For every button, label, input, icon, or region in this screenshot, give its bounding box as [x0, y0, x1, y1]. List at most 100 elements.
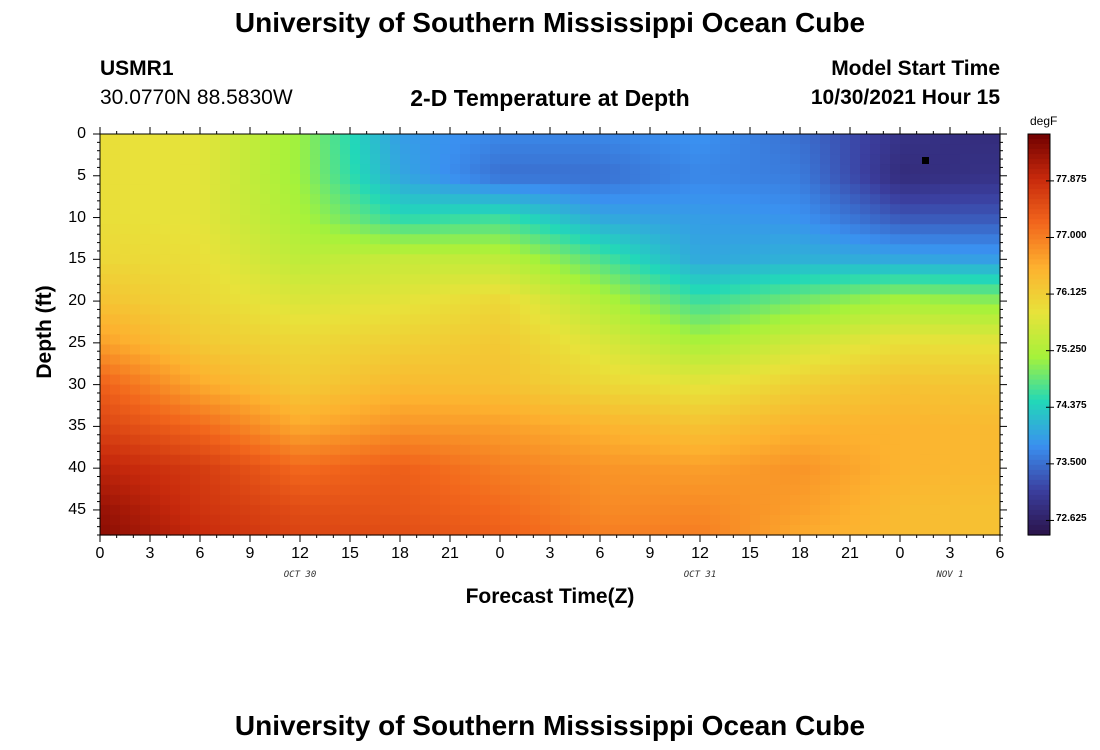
- heatmap-cell: [310, 314, 321, 326]
- heatmap-cell: [560, 494, 571, 506]
- heatmap-cell: [630, 414, 641, 426]
- heatmap-cell: [100, 404, 111, 416]
- heatmap-cell: [700, 284, 711, 296]
- heatmap-cell: [430, 214, 441, 225]
- heatmap-cell: [700, 274, 711, 285]
- heatmap-cell: [670, 474, 681, 486]
- heatmap-cell: [880, 454, 891, 466]
- colorbar-tick-label: 72.625: [1056, 513, 1087, 525]
- heatmap-cell: [230, 194, 241, 205]
- heatmap-cell: [810, 514, 821, 526]
- heatmap-cell: [810, 414, 821, 426]
- heatmap-cell: [880, 264, 891, 275]
- heatmap-cell: [530, 434, 541, 446]
- heatmap-cell: [370, 244, 381, 255]
- plot-title: 2-D Temperature at Depth: [410, 85, 690, 111]
- heatmap-cell: [400, 404, 411, 416]
- heatmap-cell: [760, 144, 771, 155]
- heatmap-cell: [190, 504, 201, 516]
- heatmap-cell: [960, 274, 971, 285]
- heatmap-cell: [340, 504, 351, 516]
- heatmap-cell: [770, 464, 781, 476]
- heatmap-cell: [730, 184, 741, 195]
- colorbar-segment: [1028, 144, 1050, 150]
- heatmap-cell: [380, 134, 391, 145]
- heatmap-cell: [900, 134, 911, 145]
- heatmap-cell: [360, 464, 371, 476]
- heatmap-cell: [150, 194, 161, 205]
- heatmap-cell: [680, 434, 691, 446]
- heatmap-cell: [640, 514, 651, 526]
- heatmap-cell: [250, 514, 261, 526]
- heatmap-cell: [570, 214, 581, 225]
- heatmap-cell: [320, 364, 331, 376]
- heatmap-cell: [220, 284, 231, 296]
- heatmap-cell: [890, 314, 901, 326]
- heatmap-cell: [650, 394, 661, 406]
- heatmap-cell: [480, 194, 491, 205]
- heatmap-cell: [580, 394, 591, 406]
- heatmap-cell: [610, 184, 621, 195]
- heatmap-cell: [880, 374, 891, 386]
- heatmap-cell: [810, 354, 821, 366]
- heatmap-cell: [190, 134, 201, 145]
- heatmap-cell: [320, 354, 331, 366]
- heatmap-cell: [930, 524, 941, 536]
- heatmap-cell: [340, 454, 351, 466]
- heatmap-cell: [370, 144, 381, 155]
- heatmap-cell: [960, 524, 971, 536]
- heatmap-cell: [540, 454, 551, 466]
- heatmap-cell: [260, 214, 271, 225]
- heatmap-cell: [800, 414, 811, 426]
- heatmap-cell: [700, 364, 711, 376]
- heatmap-cell: [300, 514, 311, 526]
- heatmap-cell: [730, 374, 741, 386]
- heatmap-cell: [220, 434, 231, 446]
- heatmap-cell: [990, 484, 1001, 496]
- heatmap-cell: [510, 224, 521, 235]
- heatmap-cell: [610, 224, 621, 235]
- heatmap-cell: [450, 494, 461, 506]
- heatmap-cell: [370, 444, 381, 456]
- heatmap-cell: [620, 254, 631, 265]
- heatmap-cell: [800, 234, 811, 245]
- heatmap-cell: [320, 454, 331, 466]
- heatmap-cell: [620, 354, 631, 366]
- heatmap-cell: [390, 474, 401, 486]
- heatmap-cell: [500, 444, 511, 456]
- heatmap-cell: [750, 364, 761, 376]
- heatmap-cell: [990, 134, 1001, 145]
- heatmap-cell: [530, 224, 541, 235]
- colorbar-segment: [1028, 399, 1050, 406]
- heatmap-cell: [580, 184, 591, 195]
- heatmap-cell: [360, 354, 371, 366]
- heatmap-cell: [340, 234, 351, 245]
- heatmap-cell: [780, 454, 791, 466]
- heatmap-cell: [880, 404, 891, 416]
- heatmap-cell: [930, 214, 941, 225]
- heatmap-cell: [420, 484, 431, 496]
- heatmap-cell: [230, 424, 241, 436]
- heatmap-cell: [250, 504, 261, 516]
- heatmap-cell: [920, 504, 931, 516]
- heatmap-cell: [290, 354, 301, 366]
- heatmap-cell: [820, 454, 831, 466]
- heatmap-cell: [890, 364, 901, 376]
- heatmap-cell: [680, 334, 691, 346]
- heatmap-cell: [310, 144, 321, 155]
- heatmap-cell: [620, 514, 631, 526]
- heatmap-cell: [860, 224, 871, 235]
- heatmap-cell: [710, 234, 721, 245]
- heatmap-cell: [690, 344, 701, 356]
- heatmap-cell: [640, 164, 651, 175]
- heatmap-cell: [580, 474, 591, 486]
- heatmap-cell: [440, 464, 451, 476]
- heatmap-cell: [930, 204, 941, 215]
- heatmap-cell: [550, 224, 561, 235]
- heatmap-cell: [100, 504, 111, 516]
- heatmap-cell: [780, 224, 791, 235]
- heatmap-cell: [890, 394, 901, 406]
- heatmap-cell: [350, 284, 361, 296]
- heatmap-cell: [120, 494, 131, 506]
- heatmap-cell: [350, 314, 361, 326]
